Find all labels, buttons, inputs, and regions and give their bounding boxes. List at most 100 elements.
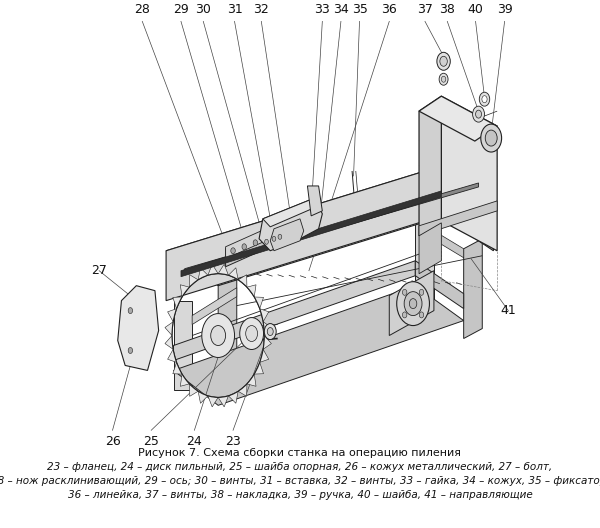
Polygon shape	[198, 268, 208, 280]
Circle shape	[242, 244, 247, 250]
Circle shape	[272, 237, 276, 241]
Polygon shape	[389, 271, 434, 335]
Circle shape	[437, 52, 450, 70]
Polygon shape	[190, 275, 198, 287]
Polygon shape	[165, 322, 173, 335]
Circle shape	[240, 317, 263, 350]
Polygon shape	[263, 335, 271, 350]
Circle shape	[404, 291, 422, 316]
Polygon shape	[307, 186, 322, 216]
Polygon shape	[173, 297, 182, 309]
Text: 30: 30	[196, 3, 211, 16]
Circle shape	[442, 76, 446, 82]
Circle shape	[245, 326, 257, 342]
Polygon shape	[419, 96, 497, 141]
Circle shape	[202, 314, 235, 357]
Circle shape	[403, 312, 407, 318]
Text: 28: 28	[134, 3, 150, 16]
Polygon shape	[226, 227, 270, 259]
Polygon shape	[247, 285, 256, 297]
Polygon shape	[190, 384, 198, 397]
Text: 29: 29	[173, 3, 189, 16]
Circle shape	[264, 236, 269, 242]
Text: 27: 27	[91, 264, 107, 277]
Polygon shape	[254, 362, 263, 374]
Polygon shape	[118, 286, 158, 371]
Polygon shape	[173, 286, 464, 406]
Text: 36: 36	[382, 3, 397, 16]
Text: 28 – нож расклинивающий, 29 – ось; 30 – винты, 31 – вставка, 32 – винты, 33 – га: 28 – нож расклинивающий, 29 – ось; 30 – …	[0, 476, 600, 486]
Polygon shape	[173, 300, 192, 390]
Polygon shape	[208, 264, 218, 275]
Polygon shape	[167, 309, 176, 322]
Polygon shape	[263, 322, 271, 335]
Polygon shape	[229, 268, 238, 280]
Text: 37: 37	[417, 3, 433, 16]
Text: 23 – фланец, 24 – диск пильный, 25 – шайба опорная, 26 – кожух металлический, 27: 23 – фланец, 24 – диск пильный, 25 – шай…	[47, 462, 553, 472]
Text: 34: 34	[333, 3, 349, 16]
Polygon shape	[259, 198, 322, 251]
Circle shape	[485, 130, 497, 146]
Circle shape	[476, 110, 482, 118]
Polygon shape	[419, 201, 497, 236]
Polygon shape	[238, 384, 247, 397]
Polygon shape	[173, 261, 415, 361]
Circle shape	[267, 327, 273, 335]
Polygon shape	[181, 191, 442, 277]
Text: 25: 25	[143, 435, 159, 448]
Circle shape	[473, 106, 485, 122]
Circle shape	[479, 92, 490, 106]
Circle shape	[403, 289, 407, 295]
Circle shape	[482, 96, 487, 102]
Polygon shape	[198, 391, 208, 403]
Polygon shape	[229, 391, 238, 403]
Text: 23: 23	[225, 435, 241, 448]
Polygon shape	[247, 374, 256, 386]
Text: 26: 26	[104, 435, 121, 448]
Polygon shape	[464, 239, 482, 338]
Circle shape	[419, 312, 424, 318]
Polygon shape	[165, 335, 173, 350]
Polygon shape	[270, 219, 304, 251]
Text: 31: 31	[227, 3, 242, 16]
Polygon shape	[185, 183, 479, 272]
Circle shape	[440, 56, 448, 67]
Text: Рисунок 7. Схема сборки станка на операцию пиления: Рисунок 7. Схема сборки станка на операц…	[139, 448, 461, 458]
Polygon shape	[166, 166, 493, 286]
Polygon shape	[254, 297, 263, 309]
Text: 39: 39	[497, 3, 512, 16]
Polygon shape	[166, 166, 442, 300]
Polygon shape	[208, 396, 218, 407]
Text: 41: 41	[500, 304, 516, 317]
Polygon shape	[442, 96, 497, 251]
Text: 36 – линейка, 37 – винты, 38 – накладка, 39 – ручка, 40 – шайба, 41 – направляющ: 36 – линейка, 37 – винты, 38 – накладка,…	[68, 490, 532, 500]
Circle shape	[439, 73, 448, 85]
Circle shape	[265, 239, 268, 244]
Polygon shape	[218, 276, 237, 375]
Polygon shape	[173, 362, 182, 374]
Polygon shape	[260, 309, 269, 322]
Text: 33: 33	[314, 3, 330, 16]
Polygon shape	[263, 198, 319, 227]
Text: 38: 38	[439, 3, 455, 16]
Polygon shape	[218, 396, 229, 407]
Text: 24: 24	[187, 435, 202, 448]
Polygon shape	[218, 264, 229, 275]
Text: 32: 32	[253, 3, 269, 16]
Polygon shape	[180, 285, 190, 297]
Polygon shape	[442, 166, 493, 251]
Polygon shape	[419, 96, 442, 236]
Circle shape	[128, 308, 133, 314]
Circle shape	[278, 234, 282, 239]
Circle shape	[409, 299, 417, 308]
Polygon shape	[415, 216, 434, 306]
Circle shape	[264, 324, 276, 340]
Polygon shape	[167, 350, 176, 362]
Circle shape	[397, 281, 430, 326]
Polygon shape	[260, 350, 269, 362]
Circle shape	[231, 248, 235, 254]
Circle shape	[128, 347, 133, 353]
Polygon shape	[226, 229, 270, 267]
Text: 35: 35	[352, 3, 367, 16]
Polygon shape	[192, 288, 237, 325]
